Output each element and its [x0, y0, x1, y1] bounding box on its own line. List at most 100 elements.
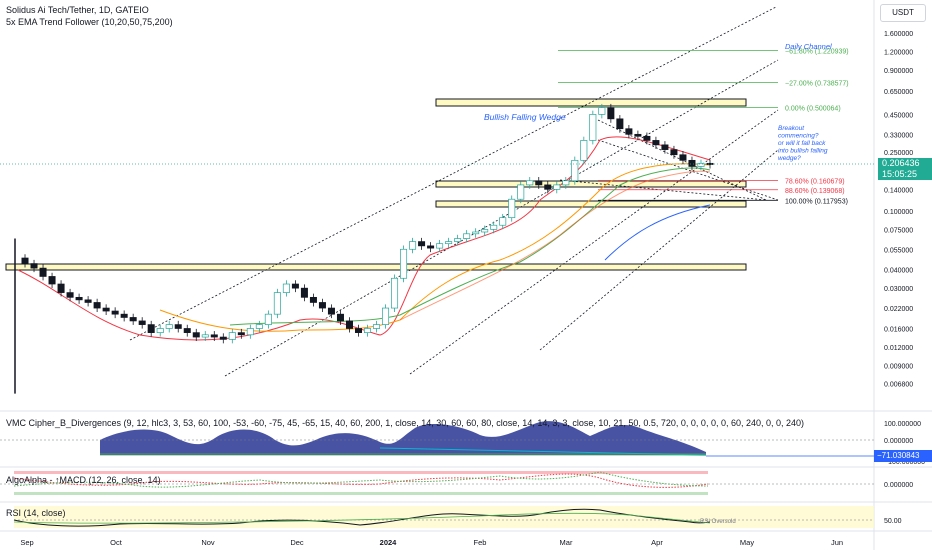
algo-band-bottom: [14, 492, 708, 495]
fib-label: 88.60% (0.139068): [785, 188, 845, 195]
breakout-annotation-line: or will it fall back: [778, 140, 826, 147]
candle-body: [382, 307, 390, 325]
x-tick-label: Oct: [110, 538, 123, 547]
breakout-annotation-line: Breakout: [778, 125, 805, 132]
candle-body: [75, 296, 83, 301]
currency-button[interactable]: USDT: [880, 4, 926, 22]
candle-body: [201, 334, 209, 338]
channel-lines: [129, 6, 779, 377]
candle-body: [93, 302, 101, 309]
candle-body: [309, 296, 317, 303]
zone-top: [435, 98, 747, 107]
zone-mid: [435, 180, 747, 188]
candle-body: [634, 133, 642, 137]
x-tick-label: 2024: [380, 538, 398, 547]
candle-body: [111, 310, 119, 315]
ema-200: [604, 204, 711, 261]
y-tick-label: 0.009000: [884, 363, 913, 370]
breakout-annotation-line: wedge?: [778, 155, 801, 162]
wedge-lower-2: [559, 179, 767, 201]
y-tick-label: 1.200000: [884, 49, 913, 56]
candle-body: [174, 324, 182, 329]
candle-body: [30, 263, 38, 269]
candle-body: [580, 140, 588, 161]
candle-body: [598, 107, 606, 115]
candle-body: [427, 245, 435, 249]
candle-body: [300, 287, 308, 298]
x-tick-label: Jun: [831, 538, 843, 547]
candle-body: [327, 307, 335, 315]
candle-body: [39, 267, 47, 277]
support-resistance-zones: [5, 98, 747, 271]
candle-body: [264, 313, 272, 325]
candle-body: [318, 302, 326, 309]
chart-legend: Solidus Ai Tech/Tether, 1D, GATEIO 5x EM…: [6, 4, 173, 28]
price-candles: [14, 103, 714, 394]
rsi-label[interactable]: RSI (14, close): [6, 508, 66, 518]
y-tick-label: 0.012000: [884, 345, 913, 352]
candle-body: [255, 324, 263, 329]
fib-label: 100.00% (0.117953): [785, 198, 848, 205]
channel-annotation: Daily Channel: [785, 42, 832, 51]
candle-body: [192, 332, 200, 338]
algo-band-top: [14, 471, 708, 474]
y-tick-label: 0.140000: [884, 187, 913, 194]
vmc-tick: −100.000000: [884, 459, 925, 466]
candle-body: [345, 320, 353, 329]
x-tick-label: Feb: [474, 538, 487, 547]
candle-body: [679, 154, 687, 161]
candle-body: [535, 180, 543, 186]
candle-body: [463, 233, 471, 239]
candle-body: [400, 248, 408, 279]
x-tick-label: May: [740, 538, 754, 547]
symbol-title[interactable]: Solidus Ai Tech/Tether, 1D, GATEIO: [6, 5, 149, 15]
y-tick-label: 0.330000: [884, 132, 913, 139]
vmc-value-tag: −71.030843: [874, 450, 932, 462]
candle-body: [544, 184, 552, 190]
algo-tick: 0.000000: [884, 482, 913, 489]
candle-body: [210, 334, 218, 338]
rsi-ma: [13, 512, 711, 524]
last-price-tag: 0.206436 15:05:25: [878, 158, 932, 180]
indicator-title[interactable]: 5x EMA Trend Follower (10,20,50,75,200): [6, 17, 173, 27]
candle-body: [661, 144, 669, 150]
wedge-annotation: Bullish Falling Wedge: [484, 112, 566, 122]
candle-body: [526, 180, 534, 186]
candle-body: [499, 217, 507, 226]
channel-upper: [129, 6, 777, 341]
y-tick-label: 0.100000: [884, 209, 913, 216]
candle-body: [436, 243, 444, 249]
breakout-annotation-line: into bullish falling: [778, 148, 828, 155]
candle-body: [472, 231, 480, 235]
y-tick-label: 0.022000: [884, 306, 913, 313]
candle-body: [246, 328, 254, 336]
candle-body: [553, 184, 561, 190]
candle-body: [354, 328, 362, 333]
candle-body: [183, 328, 191, 333]
y-tick-label: 0.650000: [884, 89, 913, 96]
candle-body: [652, 140, 660, 146]
candle-body: [490, 224, 498, 230]
vmc-tick: 0.000000: [884, 438, 913, 445]
price-axis: 1.600000 1.200000 0.900000 0.650000 0.450000…: [884, 31, 913, 388]
candle-body: [481, 229, 489, 233]
fib-label: 0.00% (0.500064): [785, 106, 841, 113]
ema-50: [229, 167, 711, 326]
algo-label[interactable]: AlgoAlpha - ↑MACD (12, 26, close, 14): [6, 475, 161, 485]
candle-body: [291, 283, 299, 289]
y-tick-label: 0.055000: [884, 247, 913, 254]
vmc-label[interactable]: VMC Cipher_B_Divergences (9, 12, hlc3, 3…: [6, 418, 805, 428]
candle-body: [562, 180, 570, 186]
candle-body: [418, 241, 426, 247]
algo-pane: [0, 471, 874, 495]
time-axis: Sep Oct Nov Dec 2024 Feb Mar Apr May Jun: [20, 538, 843, 547]
algo-macd: [13, 473, 709, 488]
last-price-value: 0.206436: [882, 158, 920, 168]
vmc-tick: 100.000000: [884, 421, 921, 428]
candle-body: [517, 184, 525, 200]
vmc-div-1: [379, 447, 707, 456]
zone-low: [435, 200, 747, 208]
rsi-tick: 50.00: [884, 518, 902, 525]
candle-body: [129, 317, 137, 322]
vmc-band: [100, 453, 706, 456]
